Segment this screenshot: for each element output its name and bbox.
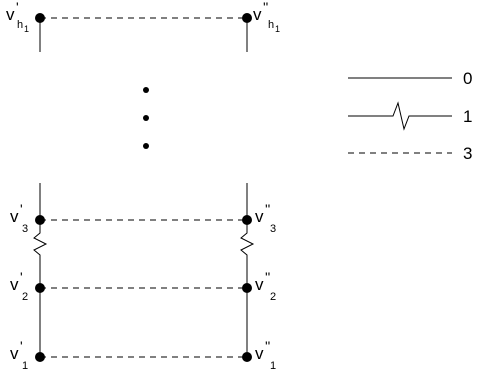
node-2-left [35,283,45,293]
label-1-right: v '' 1 [255,338,276,372]
ellipsis-dot [143,87,149,93]
legend-zigzag-line [348,101,452,131]
label-1-left: v ' 1 [10,338,28,372]
svg-text:1: 1 [270,360,276,372]
right-vertical-path [240,183,255,357]
svg-text:2: 2 [270,291,276,303]
svg-text:': ' [20,201,23,217]
svg-text:2: 2 [22,291,28,303]
ellipsis-dot [143,115,149,121]
svg-text:v: v [10,275,19,294]
svg-text:h: h [17,19,23,31]
node-2-right [242,283,252,293]
node-top-right [242,13,252,23]
svg-text:v: v [255,207,264,226]
legend: 0 1 3 [348,69,472,163]
node-1-left [35,352,45,362]
left-vertical-path [33,183,48,357]
node-1-right [242,352,252,362]
svg-text:3: 3 [270,223,276,235]
svg-text:v: v [253,5,262,24]
svg-text:v: v [255,275,264,294]
node-3-right [242,215,252,225]
svg-text:'': '' [265,201,270,217]
label-3-right: v '' 3 [255,201,276,235]
node-top-left [35,13,45,23]
label-3-left: v ' 3 [10,201,28,235]
label-top-left: v ' h 1 [6,0,29,34]
svg-text:1: 1 [22,360,28,372]
svg-text:': ' [20,338,23,354]
legend-label-dashed: 3 [463,144,472,163]
svg-text:v: v [10,207,19,226]
legend-label-zigzag: 1 [463,107,472,126]
label-2-left: v ' 2 [10,269,28,303]
svg-text:3: 3 [22,223,28,235]
node-3-left [35,215,45,225]
label-2-right: v '' 2 [255,269,276,303]
svg-text:1: 1 [275,24,280,34]
svg-text:': ' [20,269,23,285]
svg-text:'': '' [265,269,270,285]
svg-text:': ' [16,0,19,15]
legend-label-solid: 0 [463,69,472,88]
svg-text:v: v [10,344,19,363]
ellipsis-dot [143,143,149,149]
svg-text:1: 1 [24,24,29,34]
svg-text:'': '' [263,0,268,15]
label-top-right: v '' h 1 [253,0,280,34]
svg-text:h: h [268,19,274,31]
svg-text:v: v [6,5,15,24]
svg-text:'': '' [265,338,270,354]
svg-text:v: v [255,344,264,363]
